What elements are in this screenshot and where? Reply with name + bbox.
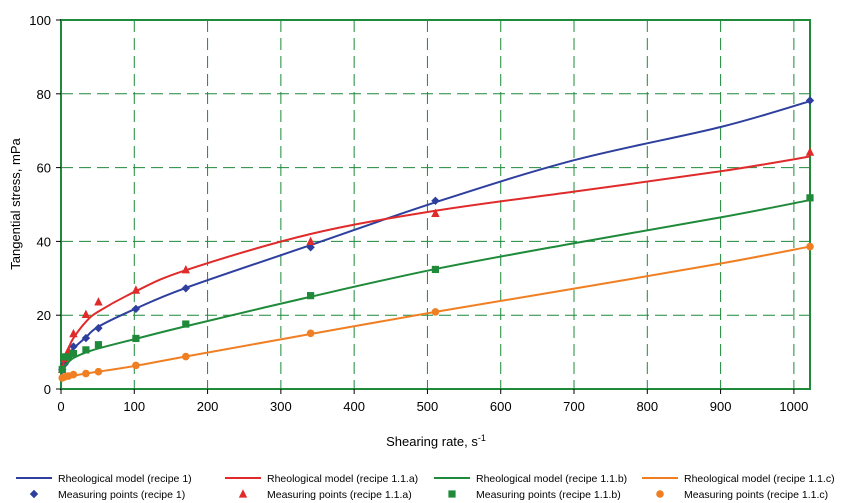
measured-point-3-5 xyxy=(94,367,103,376)
y-axis-ticks: 0 20 40 60 80 100 xyxy=(29,13,61,397)
measured-point-2-9 xyxy=(431,265,440,274)
x-tick-label-2: 200 xyxy=(197,399,219,414)
measured-point-0-4 xyxy=(81,333,91,343)
y-tick-label-4: 80 xyxy=(37,87,51,102)
measured-point-2-8 xyxy=(307,292,315,300)
x-axis-title-superscript: -1 xyxy=(478,433,486,443)
x-tick-label-0: 0 xyxy=(57,399,64,414)
x-axis-ticks: 0 100 200 300 400 500 600 700 800 900 1000 xyxy=(57,389,808,414)
measured-point-3-9 xyxy=(431,308,440,316)
measured-point-1-4 xyxy=(81,309,91,319)
x-tick-label-3: 300 xyxy=(270,399,292,414)
measured-point-3-3 xyxy=(69,370,78,379)
series-1 xyxy=(58,147,815,374)
measured-point-1-3 xyxy=(69,328,78,338)
x-axis-title-text: Shearing rate, s xyxy=(386,434,478,449)
plot-area xyxy=(60,19,811,390)
legend-marker-1 xyxy=(238,489,248,498)
legend-label-points-3: Measuring points (recipe 1.1.c) xyxy=(684,489,828,501)
y-tick-label-5: 100 xyxy=(29,13,51,28)
x-tick-label-4: 400 xyxy=(343,399,365,414)
legend-label-model-1: Rheological model (recipe 1.1.a) xyxy=(267,473,418,485)
measured-point-0-9 xyxy=(431,196,440,206)
model-line-2 xyxy=(61,199,811,370)
legend-label-model-2: Rheological model (recipe 1.1.b) xyxy=(476,473,627,485)
measured-point-0-5 xyxy=(94,323,103,333)
x-tick-label-6: 600 xyxy=(490,399,512,414)
x-tick-label-8: 800 xyxy=(636,399,658,414)
measured-point-2-7 xyxy=(182,320,190,328)
legend-marker-0 xyxy=(29,489,39,499)
series-2 xyxy=(58,194,814,374)
measured-point-0-6 xyxy=(131,304,141,314)
y-tick-label-3: 60 xyxy=(37,161,51,176)
measured-point-0-3 xyxy=(69,342,78,351)
series-3 xyxy=(58,242,814,382)
measured-point-1-10 xyxy=(805,147,815,156)
measured-point-2-4 xyxy=(82,346,90,354)
measured-point-2-1 xyxy=(61,353,69,361)
legend: Rheological model (recipe 1) Measuring po… xyxy=(16,473,835,501)
x-tick-label-5: 500 xyxy=(417,399,439,414)
measured-point-0-8 xyxy=(306,243,315,252)
measured-point-1-5 xyxy=(94,297,103,306)
legend-label-model-3: Rheological model (recipe 1.1.c) xyxy=(684,473,835,485)
measured-point-2-0 xyxy=(58,365,66,374)
measured-point-1-8 xyxy=(306,236,315,245)
legend-label-model-0: Rheological model (recipe 1) xyxy=(58,473,192,485)
measured-point-2-3 xyxy=(69,349,78,358)
legend-label-points-0: Measuring points (recipe 1) xyxy=(58,489,185,501)
x-tick-label-7: 700 xyxy=(563,399,585,414)
legend-marker-3 xyxy=(656,490,664,498)
measured-point-3-8 xyxy=(306,329,315,338)
model-line-0 xyxy=(61,100,811,371)
data-series xyxy=(58,96,815,382)
y-tick-label-2: 40 xyxy=(37,234,51,249)
legend-marker-2 xyxy=(448,490,456,498)
measured-point-0-10 xyxy=(805,96,815,105)
measured-point-1-9 xyxy=(431,208,440,217)
measured-point-2-2 xyxy=(64,353,73,361)
x-axis-title: Shearing rate, s-1 xyxy=(386,433,486,449)
x-tick-label-1: 100 xyxy=(123,399,145,414)
measured-point-3-10 xyxy=(806,242,814,251)
measured-point-3-4 xyxy=(82,369,90,378)
y-tick-label-0: 0 xyxy=(44,382,51,397)
y-axis-title: Tangential stress, mPa xyxy=(8,137,23,269)
legend-label-points-1: Measuring points (recipe 1.1.a) xyxy=(267,489,412,501)
measured-point-3-6 xyxy=(132,361,140,370)
measured-point-0-7 xyxy=(181,284,191,293)
x-tick-label-10: 1000 xyxy=(779,399,808,414)
model-line-1 xyxy=(61,155,811,369)
measured-point-2-5 xyxy=(94,341,103,349)
series-0 xyxy=(58,96,815,375)
y-tick-label-1: 20 xyxy=(37,308,51,323)
measured-point-2-6 xyxy=(132,334,140,343)
legend-label-points-2: Measuring points (recipe 1.1.b) xyxy=(476,489,621,501)
measured-point-3-7 xyxy=(182,352,190,361)
measured-point-1-7 xyxy=(181,265,191,274)
measured-point-2-10 xyxy=(806,194,814,202)
measured-point-1-6 xyxy=(131,285,141,294)
x-tick-label-9: 900 xyxy=(710,399,732,414)
